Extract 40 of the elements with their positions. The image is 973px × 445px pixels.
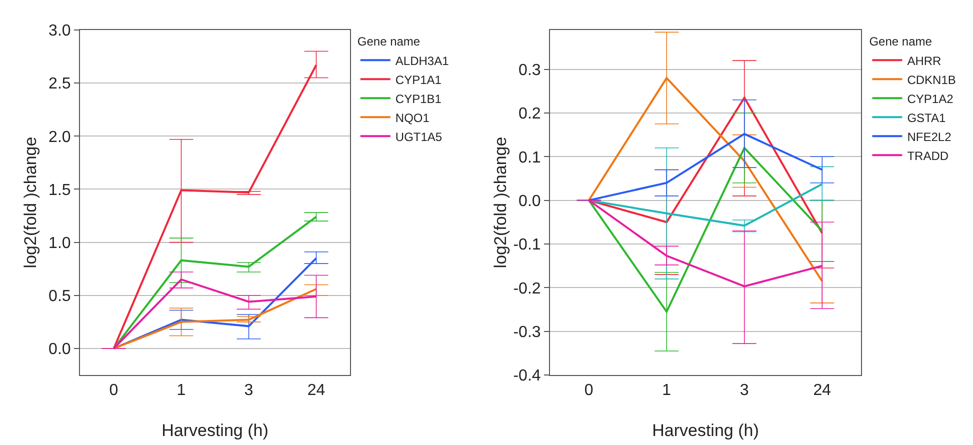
legend-label: CDKN1B bbox=[907, 72, 956, 87]
y-tick-label: 0.3 bbox=[518, 62, 541, 79]
y-tick-label: -0.4 bbox=[513, 368, 541, 385]
legend-label: CYP1A1 bbox=[395, 72, 442, 87]
legend-label: AHRR bbox=[907, 54, 942, 68]
legend-label: CYP1A2 bbox=[907, 92, 954, 106]
x-tick-label: 3 bbox=[740, 382, 749, 400]
legend-label: UGT1A5 bbox=[395, 130, 442, 144]
legend-label: TRADD bbox=[907, 148, 949, 163]
legend-label: CYP1B1 bbox=[395, 92, 442, 106]
x-tick-label: 3 bbox=[244, 382, 254, 400]
y-tick-label: 1.0 bbox=[48, 234, 71, 252]
legend-title: Gene name bbox=[869, 34, 932, 49]
x-tick-label: 0 bbox=[584, 382, 594, 400]
y-tick-label: 2.0 bbox=[48, 128, 71, 146]
y-tick-label: 3.0 bbox=[48, 22, 71, 40]
y-tick-label: 1.5 bbox=[48, 182, 71, 199]
y-tick-label: -0.2 bbox=[513, 280, 541, 298]
x-tick-label: 1 bbox=[176, 382, 186, 400]
x-axis-title: Harvesting (h) bbox=[652, 421, 759, 440]
y-tick-label: -0.1 bbox=[513, 236, 541, 254]
y-tick-label: 0.0 bbox=[48, 341, 71, 358]
y-tick-label: 2.5 bbox=[48, 76, 71, 93]
y-tick-label: -0.3 bbox=[513, 324, 541, 341]
x-axis-title: Harvesting (h) bbox=[162, 421, 268, 440]
x-tick-label: 24 bbox=[813, 382, 832, 400]
legend-label: ALDH3A1 bbox=[395, 54, 450, 68]
x-tick-label: 1 bbox=[662, 382, 672, 400]
y-tick-label: 0.1 bbox=[518, 149, 541, 166]
legend-title: Gene name bbox=[357, 34, 420, 49]
legend-label: NQO1 bbox=[395, 110, 430, 125]
y-axis-title: log2(fold )change bbox=[491, 136, 510, 268]
y-tick-label: 0.0 bbox=[518, 192, 541, 210]
y-axis-title: log2(fold )change bbox=[21, 136, 40, 268]
y-tick-label: 0.2 bbox=[518, 106, 541, 123]
y-tick-label: 0.5 bbox=[48, 288, 71, 305]
x-tick-label: 0 bbox=[109, 382, 118, 400]
legend-label: NFE2L2 bbox=[907, 130, 952, 144]
x-tick-label: 24 bbox=[307, 382, 326, 400]
legend-label: GSTA1 bbox=[907, 110, 946, 125]
